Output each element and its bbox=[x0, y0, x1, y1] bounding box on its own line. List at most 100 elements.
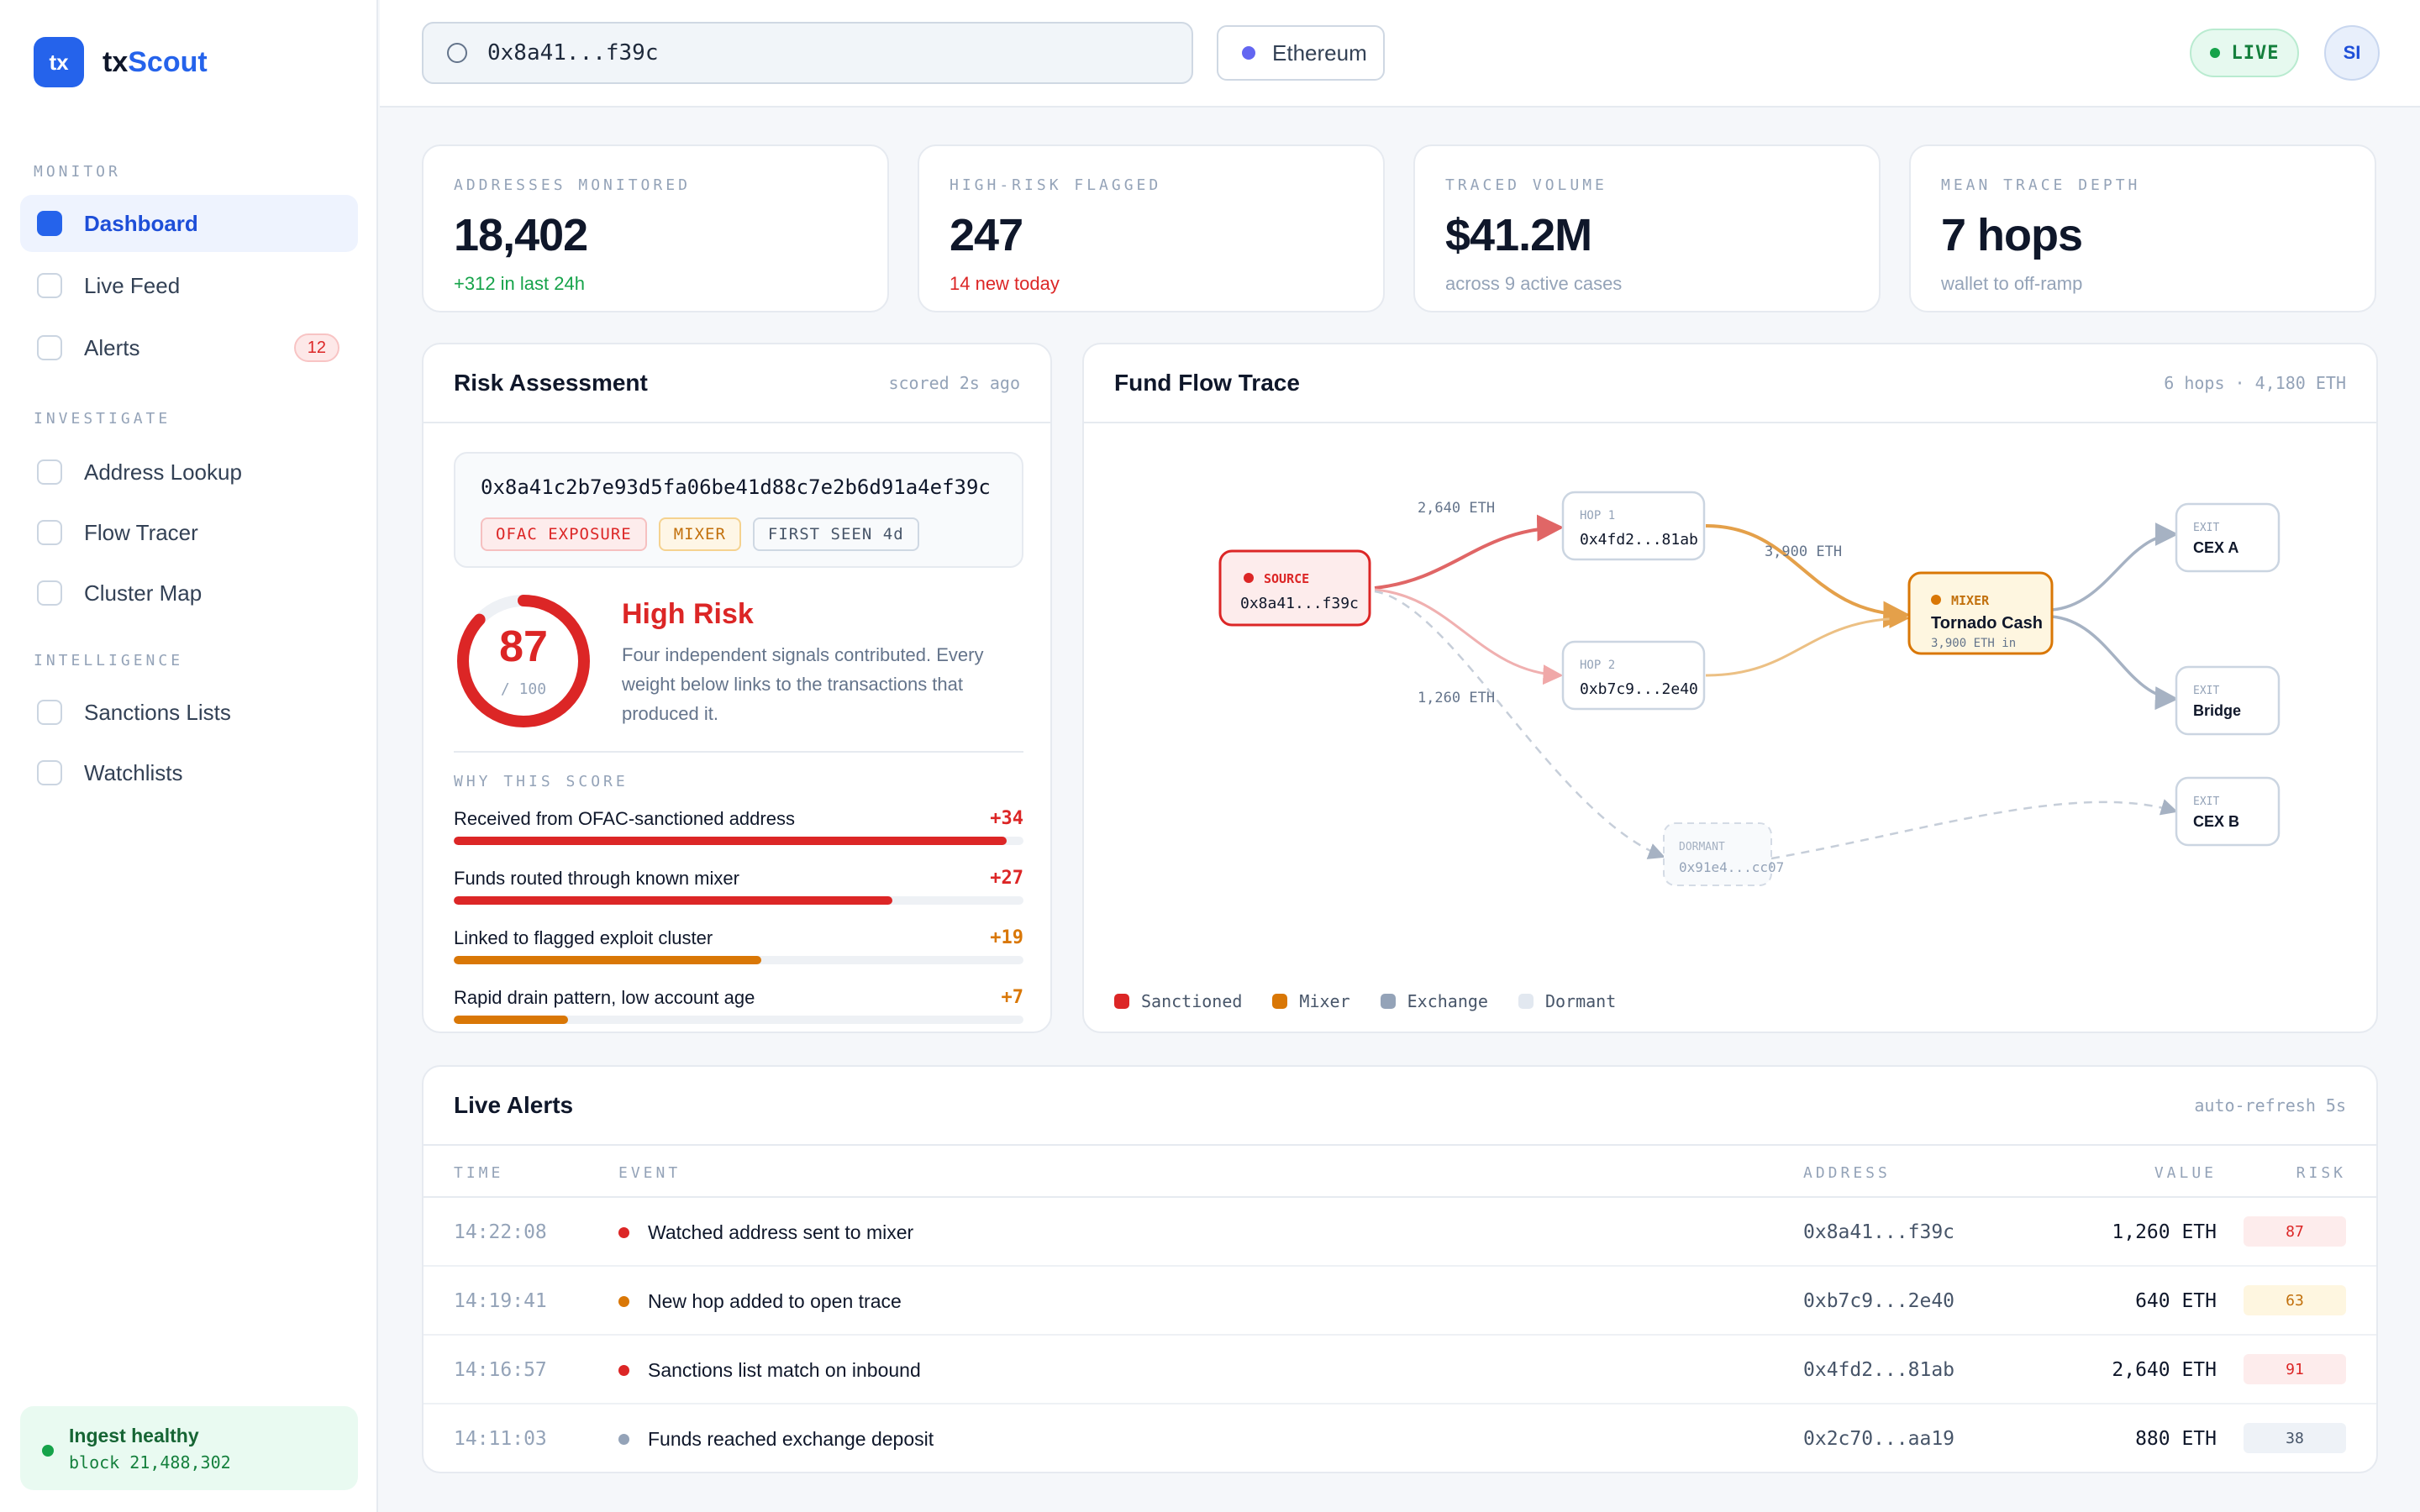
column-header-address[interactable]: ADDRESS bbox=[1803, 1164, 1891, 1182]
node-address: 0x8a41...f39c bbox=[1240, 595, 1359, 612]
node-sub: 3,900 ETH in bbox=[1931, 637, 2016, 650]
stat-card-addresses-monitored: ADDRESSES MONITORED 18,402 +312 in last … bbox=[422, 144, 889, 312]
edge-mixer-bridge bbox=[2051, 615, 2179, 711]
node-kind: EXIT bbox=[2193, 685, 2219, 697]
flow-graph: 2,640 ETH 1,260 ETH 3,900 ETH SOURCE 0x8… bbox=[1218, 491, 2281, 886]
column-header-risk[interactable]: RISK bbox=[2296, 1164, 2346, 1182]
risk-factor-score: +27 bbox=[990, 868, 1023, 889]
node-address: 0xb7c9...2e40 bbox=[1580, 680, 1698, 698]
sidebar-item-alerts[interactable]: Alerts 12 bbox=[20, 319, 358, 376]
legend-swatch bbox=[1380, 994, 1396, 1009]
sidebar-item-sanctions-lists[interactable]: Sanctions Lists bbox=[20, 684, 358, 741]
live-dot-icon bbox=[2209, 48, 2220, 58]
sidebar-item-label: Watchlists bbox=[84, 759, 183, 785]
node-exit-cex-a[interactable]: EXIT CEX A bbox=[2175, 502, 2281, 573]
search-value: 0x8a41...f39c bbox=[487, 40, 659, 66]
risk-factor-track bbox=[454, 896, 1023, 905]
tag-mixer: MIXER bbox=[658, 517, 741, 551]
node-hop2[interactable]: HOP 2 0xb7c9...2e40 bbox=[1561, 640, 1706, 711]
risk-assessment-card: Risk Assessment scored 2s ago 0x8a41c2b7… bbox=[422, 343, 1052, 1033]
sidebar-item-label: Live Feed bbox=[84, 272, 181, 298]
column-header-time[interactable]: TIME bbox=[454, 1164, 504, 1182]
sidebar-item-dashboard[interactable]: Dashboard bbox=[20, 195, 358, 252]
brand-name-prefix: tx bbox=[103, 45, 129, 78]
alerts-card-meta: auto-refresh 5s bbox=[2194, 1095, 2346, 1116]
stat-sub: wallet to off-ramp bbox=[1941, 273, 2083, 294]
cluster-map-icon bbox=[37, 580, 62, 606]
edge-source-dormant bbox=[1374, 590, 1665, 859]
table-row[interactable]: 14:22:08 Watched address sent to mixer 0… bbox=[424, 1198, 2376, 1267]
divider bbox=[454, 751, 1023, 753]
column-header-event[interactable]: EVENT bbox=[618, 1164, 681, 1182]
alert-risk-badge: 63 bbox=[2244, 1285, 2346, 1315]
risk-factor-bar bbox=[454, 837, 1007, 845]
sidebar-item-cluster-map[interactable]: Cluster Map bbox=[20, 564, 358, 622]
alert-address[interactable]: 0xb7c9...2e40 bbox=[1803, 1290, 1955, 1312]
alert-risk-badge: 38 bbox=[2244, 1423, 2346, 1453]
table-row[interactable]: 14:19:41 New hop added to open trace 0xb… bbox=[424, 1267, 2376, 1336]
sidebar-item-live-feed[interactable]: Live Feed bbox=[20, 257, 358, 314]
node-exit-cex-b[interactable]: EXIT CEX B bbox=[2175, 776, 2281, 847]
sanctions-lists-icon bbox=[37, 700, 62, 725]
alert-value: 1,260 ETH bbox=[2112, 1221, 2217, 1243]
edge-hop2-mixer bbox=[1705, 608, 1910, 677]
node-source[interactable]: SOURCE 0x8a41...f39c bbox=[1218, 549, 1371, 627]
risk-factor-row[interactable]: Received from OFAC-sanctioned address +3… bbox=[454, 808, 1023, 845]
scored-address[interactable]: 0x8a41c2b7e93d5fa06be41d88c7e2b6d91a4ef3… bbox=[481, 475, 991, 499]
risk-factor-track bbox=[454, 837, 1023, 845]
node-dormant[interactable]: DORMANT 0x91e4...cc07 bbox=[1663, 822, 1784, 886]
legend-label: Mixer bbox=[1299, 991, 1350, 1011]
top-bar: 0x8a41...f39c Ethereum LIVE SI bbox=[380, 0, 2420, 108]
legend-label: Exchange bbox=[1407, 991, 1488, 1011]
alerts-icon bbox=[37, 335, 62, 360]
legend-mixer: Mixer bbox=[1272, 991, 1350, 1011]
edge-dormant-cex-b bbox=[1770, 799, 2178, 860]
alert-event: Funds reached exchange deposit bbox=[618, 1428, 934, 1451]
risk-level: High Risk bbox=[622, 598, 754, 630]
flow-tracer-icon bbox=[37, 520, 62, 545]
sidebar-item-watchlists[interactable]: Watchlists bbox=[20, 744, 358, 801]
node-name: Bridge bbox=[2193, 702, 2241, 719]
scored-address-box: 0x8a41c2b7e93d5fa06be41d88c7e2b6d91a4ef3… bbox=[454, 452, 1023, 568]
brand-name: txScout bbox=[103, 46, 208, 79]
chain-selector[interactable]: Ethereum bbox=[1217, 25, 1385, 81]
table-row[interactable]: 14:16:57 Sanctions list match on inbound… bbox=[424, 1336, 2376, 1404]
risk-factor-row[interactable]: Rapid drain pattern, low account age +7 bbox=[454, 987, 1023, 1024]
live-status-badge: LIVE bbox=[2190, 29, 2299, 77]
sidebar-item-address-lookup[interactable]: Address Lookup bbox=[20, 444, 358, 501]
live-alerts-card: Live Alerts auto-refresh 5s TIME EVENT A… bbox=[422, 1065, 2378, 1473]
table-row[interactable]: 14:11:03 Funds reached exchange deposit … bbox=[424, 1404, 2376, 1472]
node-kind: HOP 2 bbox=[1580, 659, 1615, 672]
edge-hop1-mixer bbox=[1705, 524, 1911, 628]
user-avatar[interactable]: SI bbox=[2324, 25, 2380, 81]
sidebar-item-label: Address Lookup bbox=[84, 459, 242, 485]
flow-legend: Sanctioned Mixer Exchange Dormant bbox=[1114, 991, 1646, 1011]
alert-address[interactable]: 0x8a41...f39c bbox=[1803, 1221, 1955, 1243]
ethereum-icon bbox=[1242, 46, 1255, 60]
stat-value: 247 bbox=[950, 210, 1023, 260]
stat-value: 18,402 bbox=[454, 210, 588, 260]
tag-first-seen: FIRST SEEN 4d bbox=[752, 517, 919, 551]
alert-address[interactable]: 0x4fd2...81ab bbox=[1803, 1359, 1955, 1381]
risk-factor-row[interactable]: Linked to flagged exploit cluster +19 bbox=[454, 927, 1023, 964]
alert-address[interactable]: 0x2c70...aa19 bbox=[1803, 1428, 1955, 1450]
node-mixer[interactable]: MIXER Tornado Cash 3,900 ETH in bbox=[1907, 571, 2054, 655]
node-exit-bridge[interactable]: EXIT Bridge bbox=[2175, 665, 2281, 736]
legend-label: Dormant bbox=[1544, 991, 1617, 1011]
sidebar-item-flow-tracer[interactable]: Flow Tracer bbox=[20, 504, 358, 561]
nav-section-investigate: INVESTIGATE bbox=[34, 410, 171, 428]
stat-sub: across 9 active cases bbox=[1445, 273, 1623, 294]
alert-event: New hop added to open trace bbox=[618, 1290, 902, 1313]
alert-severity-dot bbox=[618, 1434, 629, 1445]
brand[interactable]: tx txScout bbox=[34, 37, 208, 87]
column-header-value[interactable]: VALUE bbox=[2154, 1164, 2217, 1182]
flow-card-title: Fund Flow Trace bbox=[1114, 370, 1300, 396]
risk-factor-row[interactable]: Funds routed through known mixer +27 bbox=[454, 868, 1023, 905]
alert-time: 14:11:03 bbox=[454, 1428, 547, 1450]
address-search-input[interactable]: 0x8a41...f39c bbox=[422, 22, 1193, 84]
stat-label: TRACED VOLUME bbox=[1445, 176, 1607, 194]
stat-sub: +312 in last 24h bbox=[454, 273, 585, 294]
node-hop1[interactable]: HOP 1 0x4fd2...81ab bbox=[1561, 491, 1706, 561]
ingest-status: Ingest healthy block 21,488,302 bbox=[20, 1406, 358, 1490]
edge-mixer-cex-a bbox=[2051, 522, 2179, 612]
